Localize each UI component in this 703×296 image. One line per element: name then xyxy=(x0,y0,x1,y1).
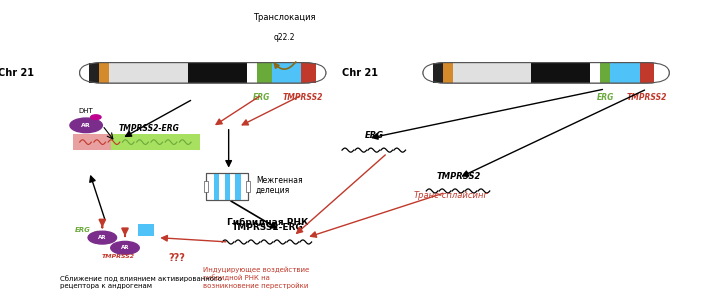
Text: Chr 21: Chr 21 xyxy=(0,68,34,78)
Bar xyxy=(73,134,111,150)
Circle shape xyxy=(91,115,101,120)
Text: q22.2: q22.2 xyxy=(273,33,295,42)
Bar xyxy=(271,63,281,83)
Bar xyxy=(79,63,89,83)
Text: Межгенная
делеция: Межгенная делеция xyxy=(256,176,302,195)
Text: ERG: ERG xyxy=(597,93,614,102)
Bar xyxy=(188,63,247,83)
Bar xyxy=(236,173,240,200)
Bar xyxy=(214,173,219,200)
Text: DHT: DHT xyxy=(79,108,93,114)
Bar xyxy=(99,63,109,83)
Bar xyxy=(531,63,591,83)
Bar xyxy=(111,134,200,150)
Circle shape xyxy=(111,242,139,254)
Bar xyxy=(109,63,188,83)
Text: TMPRSS2: TMPRSS2 xyxy=(437,172,481,181)
Text: Сближение под влиянием активированного
рецептора к андрогенам: Сближение под влиянием активированного р… xyxy=(60,276,222,289)
Bar xyxy=(591,63,600,83)
Wedge shape xyxy=(89,231,105,240)
Bar xyxy=(316,63,326,83)
Text: AR: AR xyxy=(82,123,91,128)
Bar xyxy=(433,63,443,83)
Text: AR: AR xyxy=(98,235,107,240)
Bar xyxy=(246,181,250,192)
Bar xyxy=(600,63,610,83)
Bar xyxy=(291,63,301,83)
Bar xyxy=(247,63,257,83)
Text: Транс-сплайсинг: Транс-сплайсинг xyxy=(413,191,488,200)
Bar xyxy=(620,63,630,83)
Text: TMPRSS2: TMPRSS2 xyxy=(102,254,135,259)
FancyBboxPatch shape xyxy=(79,63,326,83)
Text: Chr 21: Chr 21 xyxy=(342,68,378,78)
Text: TMPRSS2: TMPRSS2 xyxy=(283,93,323,102)
Bar xyxy=(225,173,230,200)
Text: ERG: ERG xyxy=(365,131,384,140)
Text: ERG: ERG xyxy=(253,93,271,102)
Text: TMPRSS2-ERG: TMPRSS2-ERG xyxy=(232,223,304,232)
Bar xyxy=(257,63,271,83)
Bar xyxy=(640,63,654,83)
Bar xyxy=(206,173,248,200)
Bar xyxy=(443,63,453,83)
Text: ERG: ERG xyxy=(75,227,91,233)
Bar xyxy=(204,181,208,192)
Bar xyxy=(423,63,433,83)
Text: Транслокация: Транслокация xyxy=(253,13,316,22)
Bar xyxy=(89,63,99,83)
Bar xyxy=(206,173,248,200)
Text: TMPRSS2-ERG: TMPRSS2-ERG xyxy=(119,124,179,133)
FancyBboxPatch shape xyxy=(423,63,669,83)
Circle shape xyxy=(88,231,117,244)
Bar xyxy=(654,63,669,83)
Bar xyxy=(630,63,640,83)
Text: ???: ??? xyxy=(169,253,186,263)
Bar xyxy=(610,63,620,83)
Bar xyxy=(138,224,154,236)
Bar xyxy=(301,63,316,83)
Bar xyxy=(281,63,291,83)
FancyArrowPatch shape xyxy=(274,62,296,69)
Text: Гибридная РНК: Гибридная РНК xyxy=(227,218,308,227)
Text: Индуцирующее воздействие
гибридной РНК на
возникновение перестройки: Индуцирующее воздействие гибридной РНК н… xyxy=(202,267,309,289)
Circle shape xyxy=(70,118,103,133)
Text: AR: AR xyxy=(121,245,129,250)
Bar xyxy=(453,63,531,83)
Text: TMPRSS2: TMPRSS2 xyxy=(627,93,667,102)
